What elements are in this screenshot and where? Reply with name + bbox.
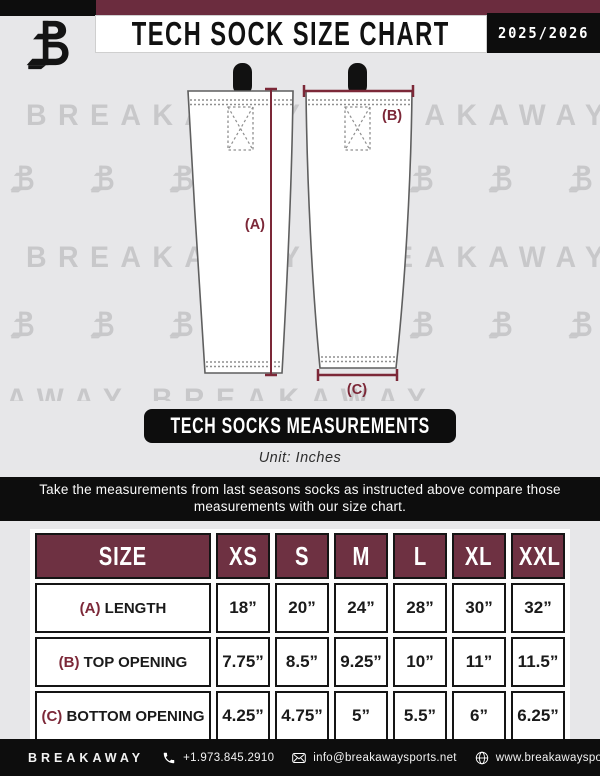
cell-length-xxl: 32”: [511, 583, 565, 633]
cell-top-xxl: 11.5”: [511, 637, 565, 687]
row-label-length: (A) LENGTH: [35, 583, 211, 633]
instruction-line-2: measurements with our size chart.: [193, 498, 407, 514]
row-label-bottom-opening: (C) BOTTOM OPENING: [35, 691, 211, 741]
cell-top-l: 10”: [393, 637, 447, 687]
footer-bar: BREAKAWAY +1.973.845.2910 info@breakaway…: [0, 739, 600, 776]
col-header-size: SIZE: [35, 533, 211, 579]
footer-phone[interactable]: +1.973.845.2910: [162, 751, 274, 765]
col-header-m: M: [334, 533, 388, 579]
cell-length-s: 20”: [275, 583, 329, 633]
table-row-bottom-opening: (C) BOTTOM OPENING 4.25” 4.75” 5” 5.5” 6…: [35, 691, 565, 741]
right-sock: [305, 90, 413, 369]
footer-website[interactable]: www.breakawaysports.net: [475, 751, 600, 765]
label-c: (C): [347, 382, 367, 398]
header-black-segment: [0, 0, 96, 16]
cell-length-m: 24”: [334, 583, 388, 633]
table-header-row: SIZE XS S M L XL XXL: [35, 533, 565, 579]
sock-diagram-section: BREAKAWAY BREAKAWAY BREAKAWAY BREAKAWAY …: [0, 53, 600, 401]
email-icon: [292, 752, 307, 763]
cell-bottom-s: 4.75”: [275, 691, 329, 741]
left-sock: [187, 90, 294, 374]
label-b: (B): [382, 108, 402, 124]
cell-bottom-l: 5.5”: [393, 691, 447, 741]
cell-top-s: 8.5”: [275, 637, 329, 687]
reinforcement-patch: [344, 106, 371, 151]
breakaway-logo-icon: [20, 16, 72, 74]
globe-icon: [475, 751, 488, 764]
row-label-top-opening: (B) TOP OPENING: [35, 637, 211, 687]
page-title-box: TECH SOCK SIZE CHART: [95, 15, 487, 53]
cell-top-m: 9.25”: [334, 637, 388, 687]
instruction-bar: Take the measurements from last seasons …: [0, 477, 600, 521]
cell-length-xl: 30”: [452, 583, 506, 633]
season-badge: 2025/2026: [487, 13, 600, 53]
sock-measurement-diagram: (A) (B) (C): [187, 63, 415, 398]
measurements-badge-row: TECH SOCKS MEASUREMENTS: [0, 409, 600, 443]
measurements-badge-label: TECH SOCKS MEASUREMENTS: [170, 413, 430, 438]
cell-length-xs: 18”: [216, 583, 270, 633]
footer-brand: BREAKAWAY: [28, 750, 145, 765]
cell-bottom-xs: 4.25”: [216, 691, 270, 741]
page-title: TECH SOCK SIZE CHART: [132, 15, 450, 52]
sock-tab: [348, 63, 367, 95]
table-row-top-opening: (B) TOP OPENING 7.75” 8.5” 9.25” 10” 11”…: [35, 637, 565, 687]
watermark-text-row: BREAKAWAY BREAKAWAY: [0, 383, 438, 401]
label-a: (A): [245, 217, 265, 233]
col-header-l: L: [393, 533, 447, 579]
cell-bottom-xxl: 6”: [452, 691, 506, 741]
size-chart-table: SIZE XS S M L XL XXL (A) LENGTH 18” 20” …: [30, 529, 570, 745]
col-header-xl: XL: [452, 533, 506, 579]
cell-bottom-xxl: 6.25”: [511, 691, 565, 741]
footer-email[interactable]: info@breakawaysports.net: [292, 751, 457, 765]
col-header-xxl: XXL: [511, 533, 565, 579]
cell-bottom-m: 5”: [334, 691, 388, 741]
cell-top-xs: 7.75”: [216, 637, 270, 687]
phone-icon: [163, 752, 175, 763]
table-row-length: (A) LENGTH 18” 20” 24” 28” 30” 32”: [35, 583, 565, 633]
season-label: 2025/2026: [497, 24, 590, 42]
sock-tab: [233, 63, 252, 95]
col-header-s: S: [275, 533, 329, 579]
reinforcement-patch: [227, 106, 254, 151]
cell-length-l: 28”: [393, 583, 447, 633]
instruction-line-1: Take the measurements from last seasons …: [39, 482, 561, 497]
unit-note: Unit: Inches: [258, 450, 342, 466]
measurements-badge: TECH SOCKS MEASUREMENTS: [144, 409, 456, 443]
header-accent-strip: [0, 0, 600, 16]
cell-top-xl: 11”: [452, 637, 506, 687]
header-band: TECH SOCK SIZE CHART 2025/2026: [0, 13, 600, 53]
col-header-xs: XS: [216, 533, 270, 579]
